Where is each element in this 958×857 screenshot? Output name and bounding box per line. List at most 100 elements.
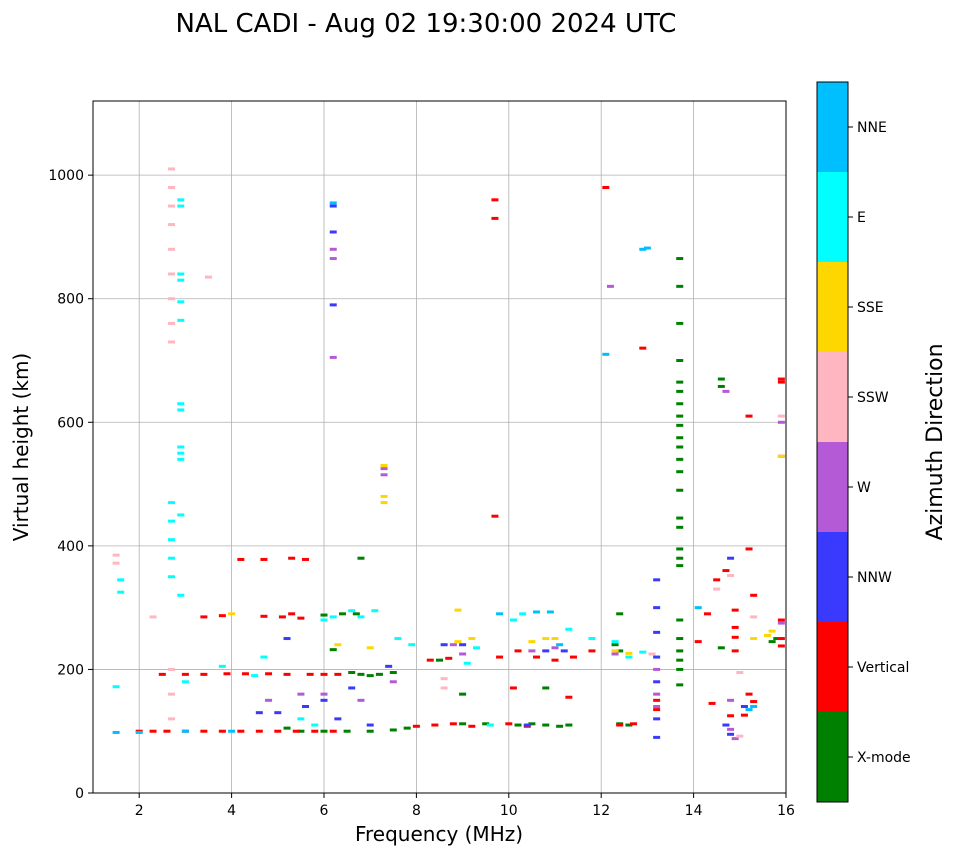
data-point — [777, 644, 785, 648]
data-point — [260, 557, 268, 561]
data-point — [329, 355, 337, 359]
data-point — [177, 300, 185, 304]
data-point — [727, 556, 735, 560]
data-point — [334, 672, 342, 676]
plot-area — [93, 101, 786, 793]
data-point — [745, 692, 753, 696]
colorbar-label: SSE — [857, 300, 884, 316]
data-point — [283, 672, 291, 676]
data-point — [177, 593, 185, 597]
x-tick-label: 2 — [135, 803, 144, 819]
data-point — [177, 318, 185, 322]
data-point — [371, 609, 379, 613]
data-point — [200, 615, 208, 619]
data-point — [380, 501, 388, 505]
colorbar-label: NNW — [857, 570, 892, 586]
data-point — [611, 640, 619, 644]
data-point — [117, 578, 125, 582]
data-point — [653, 578, 661, 582]
data-point — [625, 651, 633, 655]
data-point — [255, 729, 263, 733]
data-point — [722, 723, 730, 727]
data-point — [168, 321, 176, 325]
data-point — [237, 557, 245, 561]
data-point — [343, 729, 351, 733]
data-point — [565, 627, 573, 631]
data-point — [412, 724, 420, 728]
data-point — [380, 494, 388, 498]
data-point — [297, 717, 305, 721]
data-point — [117, 590, 125, 594]
data-point — [777, 454, 785, 458]
data-point — [311, 729, 319, 733]
series-nne — [112, 201, 758, 734]
data-point — [653, 606, 661, 610]
data-point — [496, 655, 504, 659]
data-point — [440, 686, 448, 690]
data-point — [468, 724, 476, 728]
data-point — [459, 643, 467, 647]
data-point — [551, 637, 559, 641]
colorbar-label: X-mode — [857, 750, 911, 766]
data-point — [676, 488, 684, 492]
y-tick-label: 0 — [75, 786, 84, 802]
data-point — [329, 201, 337, 205]
data-point — [750, 700, 758, 704]
data-point — [135, 730, 143, 734]
data-point — [676, 564, 684, 568]
data-point — [265, 672, 273, 676]
data-marks — [112, 167, 785, 741]
data-point — [218, 664, 226, 668]
data-point — [717, 646, 725, 650]
data-point — [149, 729, 157, 733]
y-tick-label: 800 — [57, 292, 84, 308]
data-point — [727, 714, 735, 718]
data-point — [519, 612, 527, 616]
data-point — [205, 275, 212, 279]
y-tick-label: 400 — [57, 539, 84, 555]
data-point — [736, 734, 744, 738]
data-point — [676, 683, 684, 687]
colorbar-segment — [817, 262, 848, 352]
data-point — [297, 729, 305, 733]
data-point — [731, 649, 739, 653]
data-point — [329, 615, 337, 619]
data-point — [777, 618, 785, 622]
data-point — [302, 557, 310, 561]
x-axis: 2 4 6 8 10 12 14 16 — [135, 793, 795, 819]
data-point — [459, 692, 467, 696]
data-point — [288, 556, 296, 560]
data-point — [320, 698, 328, 702]
data-point — [168, 556, 176, 560]
data-point — [454, 608, 462, 612]
data-point — [777, 377, 785, 381]
data-point — [158, 672, 166, 676]
y-tick-label: 600 — [57, 415, 84, 431]
x-axis-label: Frequency (MHz) — [355, 822, 523, 846]
x-tick-label: 16 — [777, 803, 795, 819]
data-point — [177, 272, 185, 276]
colorbar-label: NNE — [857, 120, 887, 136]
data-point — [625, 723, 633, 727]
data-point — [260, 614, 268, 618]
data-point — [676, 359, 684, 362]
data-point — [773, 637, 781, 641]
data-point — [542, 637, 550, 641]
data-point — [764, 633, 772, 637]
colorbar-segment — [817, 712, 848, 802]
data-point — [676, 525, 684, 529]
data-point — [366, 729, 374, 733]
data-point — [241, 672, 249, 676]
data-point — [320, 672, 328, 676]
data-point — [588, 637, 596, 641]
data-point — [630, 722, 638, 726]
x-tick-label: 8 — [412, 803, 421, 819]
data-point — [616, 612, 624, 616]
data-point — [177, 402, 185, 406]
data-point — [602, 352, 610, 356]
series-e — [112, 198, 647, 727]
data-point — [348, 686, 356, 690]
data-point — [639, 650, 647, 654]
data-point — [357, 556, 365, 560]
data-point — [653, 735, 661, 739]
